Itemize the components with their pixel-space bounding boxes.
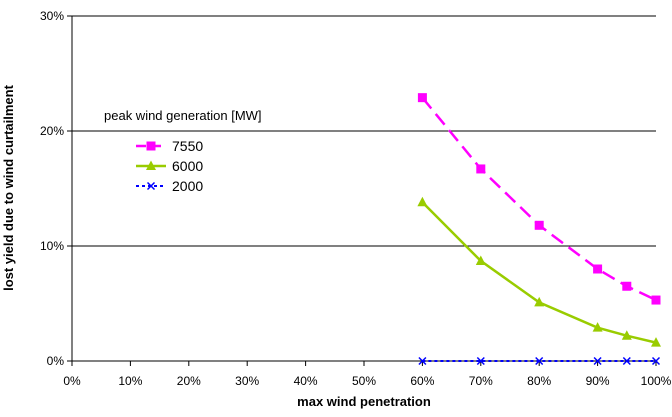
data-point: [534, 296, 545, 307]
data-point: [475, 255, 486, 265]
series-group: [417, 93, 661, 366]
data-point: [535, 356, 544, 366]
y-tick-label: 0%: [47, 354, 65, 368]
marker-stroke: [476, 356, 485, 366]
x-tick-label: 50%: [352, 374, 376, 388]
data-point: [651, 356, 661, 366]
data-point: [417, 93, 427, 103]
legend: 7550 6000 2000: [136, 138, 203, 194]
data-point: [651, 295, 661, 305]
data-point: [534, 220, 544, 230]
series-2000: [418, 356, 661, 366]
gridlines: [72, 15, 656, 247]
data-point: [621, 330, 632, 340]
data-point: [418, 356, 427, 366]
data-point: [622, 356, 631, 366]
x-tick-label: 100%: [641, 374, 672, 388]
legend-label: 6000: [172, 158, 203, 174]
data-point: [593, 264, 603, 274]
y-tick-label: 30%: [40, 9, 64, 23]
x-tick-label: 70%: [469, 374, 493, 388]
series-7550: [417, 93, 661, 305]
x-tick-label: 20%: [177, 374, 201, 388]
legend-marker: [146, 160, 156, 170]
marker-stroke: [418, 356, 427, 366]
x-tick-label: 30%: [235, 374, 259, 388]
legend-item: 6000: [136, 158, 203, 174]
legend-marker: [146, 141, 156, 151]
data-point: [417, 196, 428, 207]
data-point: [476, 356, 485, 366]
data-point: [592, 322, 603, 332]
y-tick-label: 20%: [40, 124, 64, 138]
x-tick-label: 60%: [410, 374, 434, 388]
series-line: [421, 96, 657, 302]
marker-stroke: [622, 356, 631, 366]
x-tick-label: 90%: [586, 374, 610, 388]
y-axis-label: lost yield due to wind curtailment: [1, 84, 16, 291]
series-6000: [417, 196, 661, 347]
axes: 0% 10% 20% 30% 0% 10% 20% 30% 40% 50% 60% 70% 80% 90%…: [40, 9, 672, 388]
x-tick-label: 40%: [294, 374, 318, 388]
legend-label: 2000: [172, 178, 203, 194]
legend-item: 7550: [136, 138, 203, 154]
data-point: [476, 164, 486, 174]
legend-marker: [146, 181, 156, 191]
x-tick-label: 80%: [527, 374, 551, 388]
x-tick-label: 10%: [118, 374, 142, 388]
marker-stroke: [651, 356, 661, 366]
series-line: [421, 201, 657, 344]
data-point: [651, 337, 661, 347]
legend-title: peak wind generation [MW]: [104, 108, 262, 123]
x-axis-label: max wind penetration: [297, 394, 431, 409]
data-point: [622, 281, 632, 291]
y-tick-label: 10%: [40, 239, 64, 253]
marker-stroke: [593, 356, 602, 366]
marker-stroke: [535, 356, 544, 366]
data-point: [593, 356, 602, 366]
legend-label: 7550: [172, 138, 203, 154]
marker-stroke: [146, 181, 156, 191]
x-tick-label: 0%: [63, 374, 81, 388]
legend-item: 2000: [136, 178, 203, 194]
